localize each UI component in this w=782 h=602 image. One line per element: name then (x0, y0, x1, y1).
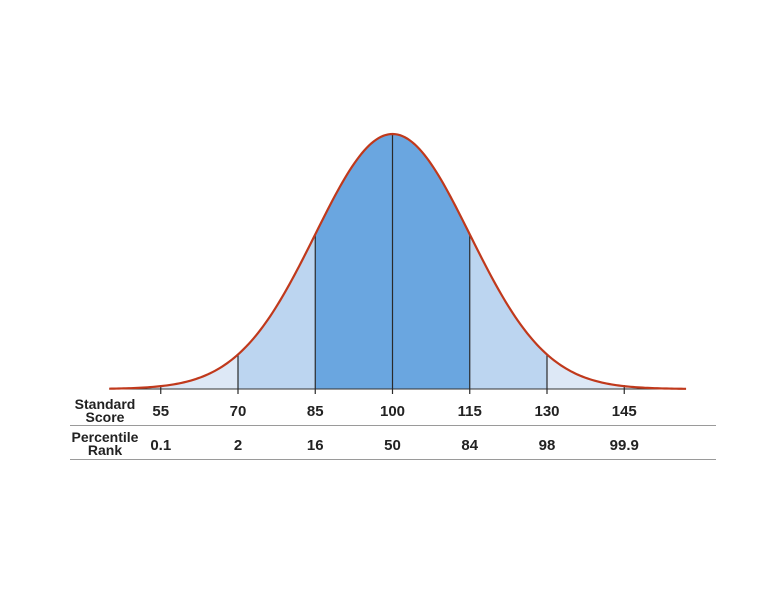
row-divider-bottom (70, 459, 716, 460)
standard-score-tick-115: 115 (458, 403, 482, 420)
percentile-rank-row-label: Percentile Rank (70, 429, 140, 458)
percentile-rank-label-line1: Percentile (71, 429, 139, 445)
percentile-rank-label-line2: Rank (87, 442, 123, 458)
percentile-rank-value-115: 84 (461, 437, 478, 454)
shaded-region-0 (109, 354, 238, 389)
standard-score-tick-100: 100 (380, 403, 405, 420)
shaded-region-4 (547, 354, 687, 389)
standard-score-tick-130: 130 (534, 403, 559, 420)
percentile-rank-value-85: 16 (307, 437, 324, 454)
standard-score-tick-55: 55 (152, 403, 169, 420)
percentile-rank-value-70: 2 (234, 437, 242, 454)
standard-score-tick-145: 145 (612, 403, 637, 420)
percentile-rank-value-145: 99.9 (610, 437, 639, 454)
percentile-rank-value-55: 0.1 (150, 437, 171, 454)
standard-score-tick-70: 70 (230, 403, 247, 420)
standard-score-label-line2: Score (85, 409, 125, 425)
standard-score-label-line1: Standard (74, 396, 136, 412)
percentile-rank-value-100: 50 (384, 437, 401, 454)
standard-score-tick-85: 85 (307, 403, 324, 420)
percentile-rank-value-130: 98 (539, 437, 556, 454)
normal-curve (109, 132, 687, 390)
standard-score-row-label: Standard Score (70, 396, 140, 425)
row-divider-top (70, 425, 716, 426)
